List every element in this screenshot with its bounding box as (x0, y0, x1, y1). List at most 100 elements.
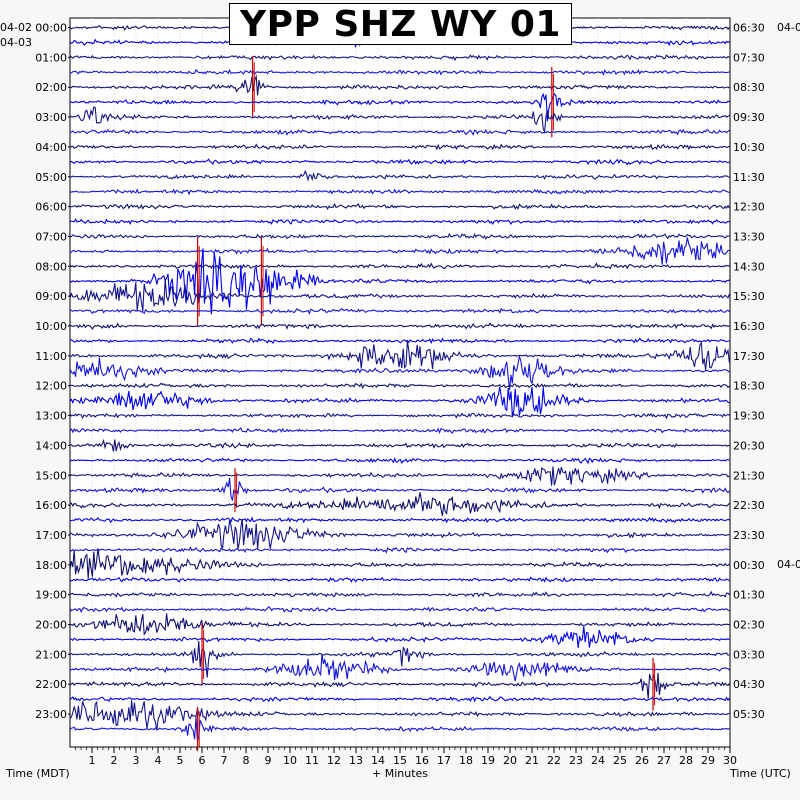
x-axis-label: + Minutes (372, 767, 429, 780)
trace-28 (69, 438, 730, 452)
trace-40 (69, 613, 730, 636)
left-hour-label-4: 04:00 (35, 141, 67, 154)
trace-44 (69, 672, 730, 699)
trace-42 (69, 640, 730, 678)
right-hour-label-5: 11:30 (733, 171, 765, 184)
x-tick-label-11: 11 (305, 754, 319, 767)
trace-5 (69, 92, 730, 122)
x-tick-label-18: 18 (459, 754, 473, 767)
x-tick-label-16: 16 (415, 754, 429, 767)
right-hour-label-0: 06:30 (733, 22, 765, 35)
trace-8 (69, 143, 730, 151)
left-hour-label-16: 16:00 (35, 499, 67, 512)
trace-2 (69, 54, 730, 62)
x-tick-label-3: 3 (133, 754, 140, 767)
right-hour-label-6: 12:30 (733, 201, 765, 214)
chart-title: YPP SHZ WY 01 (229, 3, 572, 45)
trace-36 (69, 548, 730, 579)
trace-21 (69, 337, 730, 345)
x-tick-label-7: 7 (221, 754, 228, 767)
left-hour-label-20: 20:00 (35, 619, 67, 632)
x-tick-label-10: 10 (283, 754, 297, 767)
right-date-mid: 04-0 (777, 558, 800, 571)
right-hour-label-3: 09:30 (733, 111, 765, 124)
trace-10 (69, 169, 730, 183)
left-hour-label-9: 09:00 (35, 290, 67, 303)
right-hour-label-8: 14:30 (733, 260, 765, 273)
trace-14 (69, 232, 730, 240)
trace-43 (69, 654, 730, 682)
x-tick-label-23: 23 (569, 754, 583, 767)
trace-17 (69, 248, 730, 315)
trace-24 (69, 382, 730, 390)
x-tick-label-12: 12 (327, 754, 341, 767)
right-hour-label-10: 16:30 (733, 320, 765, 333)
trace-20 (69, 322, 730, 330)
x-tick-label-17: 17 (437, 754, 451, 767)
x-tick-label-14: 14 (371, 754, 385, 767)
x-tick-label-26: 26 (635, 754, 649, 767)
trace-35 (69, 546, 730, 554)
left-hour-label-11: 11:00 (35, 350, 67, 363)
left-hour-label-13: 13:00 (35, 410, 67, 423)
left-axis-label: Time (MDT) (6, 767, 70, 780)
x-tick-label-21: 21 (525, 754, 539, 767)
left-hour-label-12: 12:00 (35, 380, 67, 393)
x-tick-label-19: 19 (481, 754, 495, 767)
x-tick-label-4: 4 (155, 754, 162, 767)
trace-12 (69, 202, 730, 211)
trace-27 (69, 427, 730, 435)
trace-19 (69, 307, 730, 315)
trace-29 (69, 457, 730, 465)
trace-39 (69, 606, 730, 613)
left-hour-label-19: 19:00 (35, 589, 67, 602)
right-hour-label-11: 17:30 (733, 350, 765, 363)
left-hour-label-5: 05:00 (35, 171, 67, 184)
right-hour-label-2: 08:30 (733, 81, 765, 94)
right-hour-label-23: 05:30 (733, 708, 765, 721)
trace-45 (69, 695, 730, 703)
x-tick-label-5: 5 (177, 754, 184, 767)
left-hour-label-6: 06:00 (35, 201, 67, 214)
left-hour-label-22: 22:00 (35, 678, 67, 691)
trace-41 (69, 626, 730, 648)
right-hour-label-13: 19:30 (733, 410, 765, 423)
x-tick-label-24: 24 (591, 754, 605, 767)
x-tick-label-20: 20 (503, 754, 517, 767)
left-hour-label-1: 01:00 (35, 51, 67, 64)
trace-26 (69, 412, 730, 420)
x-tick-label-13: 13 (349, 754, 363, 767)
left-hour-label-2: 02:00 (35, 81, 67, 94)
x-tick-label-9: 9 (265, 754, 272, 767)
left-hour-label-21: 21:00 (35, 648, 67, 661)
trace-33 (69, 516, 730, 524)
x-tick-label-28: 28 (679, 754, 693, 767)
trace-9 (69, 158, 730, 166)
left-hour-label-23: 23:00 (35, 708, 67, 721)
left-hour-label-15: 15:00 (35, 469, 67, 482)
right-hour-label-15: 21:30 (733, 469, 765, 482)
plot-frame (69, 17, 731, 748)
right-hour-label-1: 07:30 (733, 51, 765, 64)
trace-16 (69, 262, 730, 270)
right-hour-label-18: 00:30 (733, 559, 765, 572)
trace-22 (69, 340, 730, 371)
right-axis-label: Time (UTC) (730, 767, 791, 780)
trace-46 (69, 700, 730, 731)
x-tick-label-29: 29 (701, 754, 715, 767)
trace-31 (69, 477, 730, 501)
trace-13 (69, 218, 730, 226)
trace-30 (69, 466, 730, 486)
left-date: 04-03 (0, 36, 32, 49)
x-tick-label-30: 30 (723, 754, 737, 767)
left-hour-label-10: 10:00 (35, 320, 67, 333)
trace-7 (69, 128, 730, 136)
trace-34 (69, 519, 730, 550)
x-tick-label-25: 25 (613, 754, 627, 767)
right-hour-label-17: 23:30 (733, 529, 765, 542)
right-hour-label-16: 22:30 (733, 499, 765, 512)
trace-38 (69, 590, 730, 598)
x-tick-label-2: 2 (111, 754, 118, 767)
right-date-top: 04-0 (777, 21, 800, 34)
